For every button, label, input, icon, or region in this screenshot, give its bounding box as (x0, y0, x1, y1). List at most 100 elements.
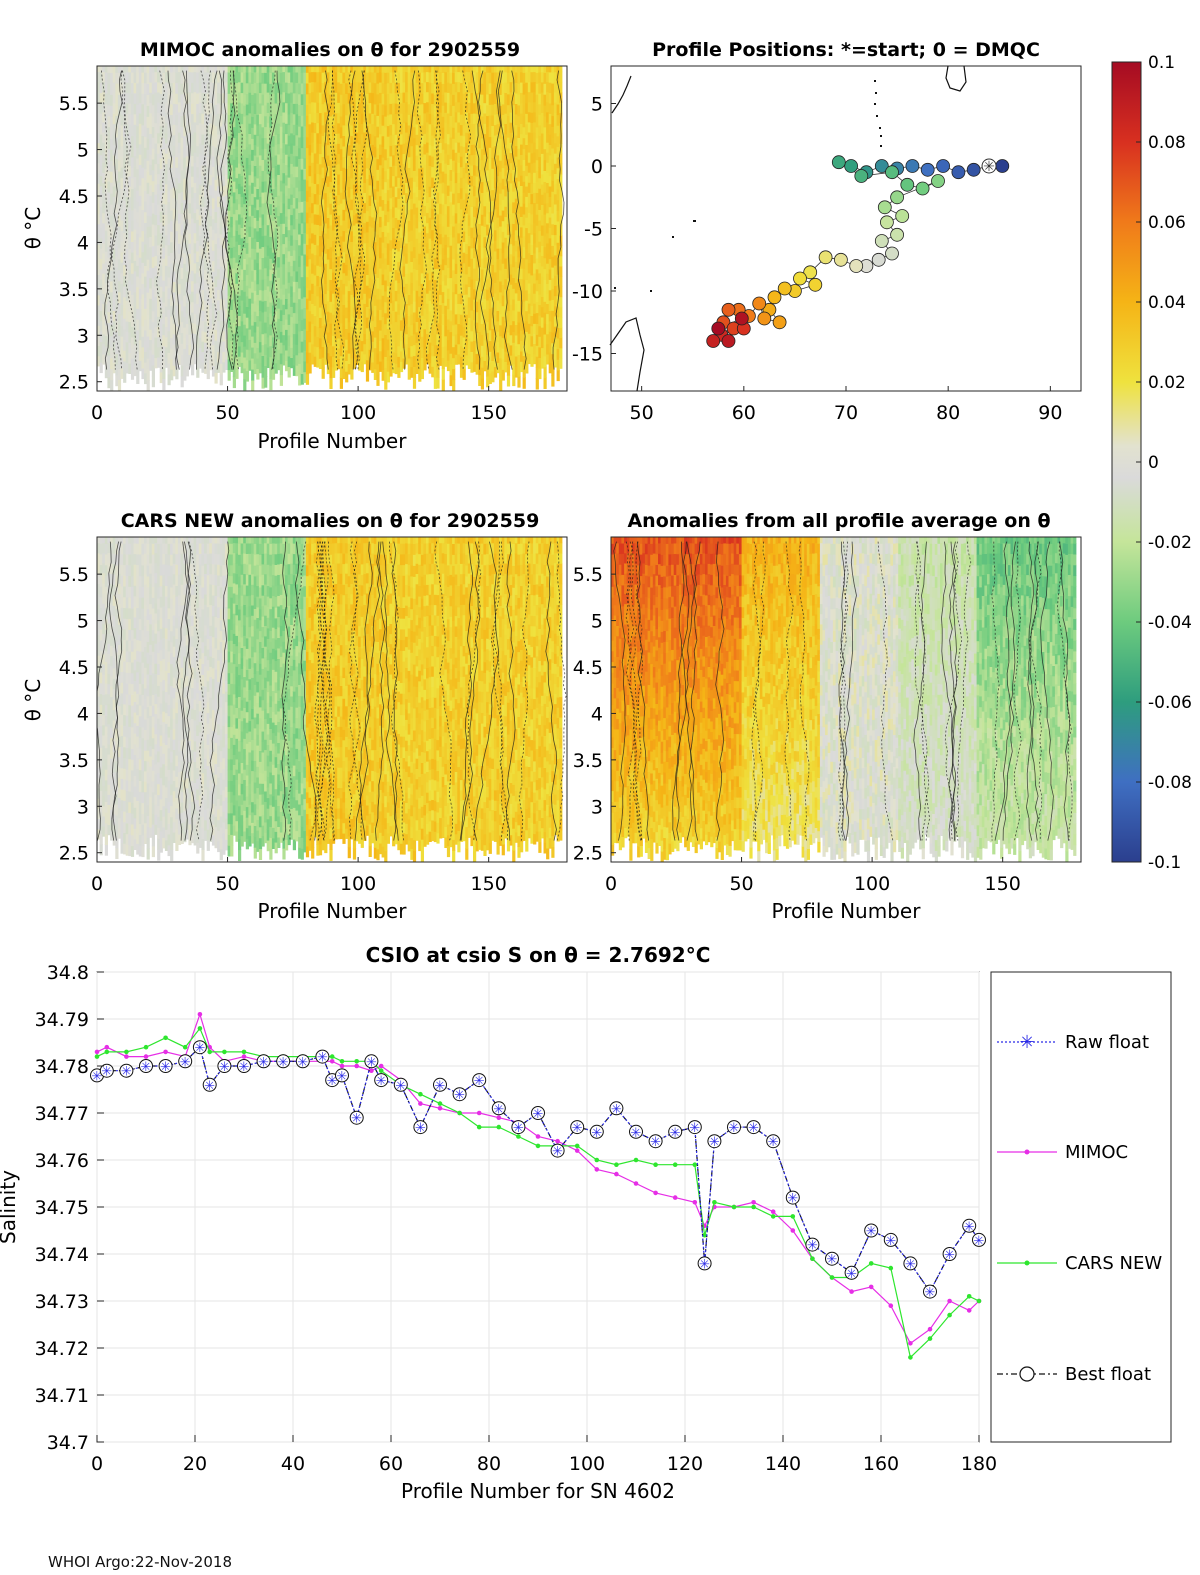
heatmap-cell (428, 321, 432, 333)
heatmap-cell (358, 143, 362, 155)
heatmap-cell (144, 211, 148, 223)
heatmap-cell (360, 237, 364, 248)
heatmap-cell (514, 356, 518, 368)
heatmap-cell (175, 156, 179, 168)
heatmap-cell (381, 273, 385, 286)
heatmap-cell (193, 323, 197, 334)
heatmap-cell (300, 212, 304, 224)
heatmap-cell (164, 275, 169, 287)
heatmap-cell (499, 379, 503, 391)
heatmap-cell (433, 105, 437, 117)
heatmap-cell (459, 219, 464, 231)
heatmap-cell (326, 290, 330, 302)
heatmap-cell (457, 91, 461, 103)
heatmap-cell (167, 126, 171, 138)
heatmap-cell (488, 66, 492, 73)
heatmap-cell (415, 311, 419, 322)
heatmap-cell (123, 200, 127, 212)
heatmap-cell (326, 82, 330, 94)
heatmap-cell (292, 364, 296, 376)
heatmap-cell (326, 123, 330, 135)
heatmap-cell (115, 201, 119, 214)
heatmap-cell (394, 259, 398, 271)
heatmap-cell (235, 251, 239, 263)
heatmap-cell (512, 93, 516, 106)
heatmap-cell (441, 192, 445, 205)
heatmap-cell (488, 372, 492, 384)
heatmap-cell (120, 230, 124, 242)
heatmap-cell (420, 251, 424, 263)
heatmap-cell (428, 165, 432, 177)
heatmap-cell (431, 366, 435, 378)
heatmap-cell (146, 336, 150, 348)
heatmap-cell (264, 224, 268, 236)
heatmap-cell (389, 197, 393, 209)
heatmap-cell (279, 66, 283, 73)
heatmap-cell (224, 318, 229, 329)
heatmap-cell (138, 102, 142, 114)
heatmap-cell (245, 93, 249, 105)
heatmap-cell (191, 113, 195, 125)
heatmap-cell (170, 199, 174, 211)
heatmap-cell (243, 127, 247, 139)
heatmap-cell (506, 180, 511, 192)
heatmap-cell (258, 351, 263, 363)
heatmap-cell (392, 362, 396, 374)
heatmap-cell (334, 298, 338, 309)
heatmap-cell (261, 126, 265, 139)
heatmap-cell (381, 82, 385, 94)
heatmap-cell (329, 94, 333, 106)
heatmap-cell (527, 343, 531, 354)
heatmap-cell (107, 94, 111, 106)
heatmap-cell (491, 93, 495, 105)
heatmap-cell (245, 199, 249, 212)
heatmap-cell (399, 164, 404, 176)
heatmap-cell (188, 192, 192, 204)
heatmap-cell (486, 310, 490, 323)
heatmap-cell (397, 314, 401, 326)
heatmap-cell (206, 82, 210, 94)
heatmap-cell (499, 258, 503, 271)
heatmap-cell (342, 315, 346, 327)
heatmap-cell (248, 318, 252, 330)
heatmap-cell (368, 123, 372, 134)
heatmap-cell (428, 238, 432, 249)
heatmap-cell (496, 113, 500, 125)
heatmap-cell (358, 349, 362, 361)
heatmap-cell (248, 174, 252, 186)
heatmap-cell (97, 315, 101, 326)
heatmap-cell (389, 239, 393, 251)
heatmap-cell (211, 365, 216, 377)
heatmap-cell (355, 71, 359, 83)
heatmap-cell (298, 244, 302, 257)
heatmap-cell (381, 359, 385, 371)
heatmap-cell (167, 179, 171, 192)
heatmap-cell (332, 356, 336, 368)
heatmap-cell (441, 203, 445, 216)
heatmap-cell (496, 289, 500, 301)
heatmap-cell (379, 299, 383, 310)
heatmap-cell (136, 351, 140, 363)
heatmap-cell (462, 66, 466, 73)
heatmap-cell (368, 133, 372, 145)
heatmap-cell (123, 189, 127, 201)
heatmap-cell (329, 235, 333, 248)
heatmap-cell (334, 81, 338, 93)
heatmap-cell (240, 165, 244, 177)
heatmap-cell (201, 82, 205, 94)
heatmap-cell (282, 314, 286, 325)
heatmap-cell (295, 229, 299, 241)
heatmap-cell (230, 206, 234, 217)
heatmap-cell (219, 126, 223, 138)
heatmap-cell (133, 249, 137, 261)
heatmap-cell (146, 116, 150, 128)
heatmap-cell (144, 276, 148, 288)
heatmap-cell (410, 219, 414, 231)
heatmap-cell (355, 162, 359, 173)
heatmap-cell (230, 216, 234, 228)
heatmap-cell (120, 167, 124, 179)
heatmap-cell (240, 217, 244, 228)
heatmap-cell (465, 263, 469, 275)
heatmap-cell (326, 186, 330, 198)
heatmap-cell (209, 174, 213, 186)
